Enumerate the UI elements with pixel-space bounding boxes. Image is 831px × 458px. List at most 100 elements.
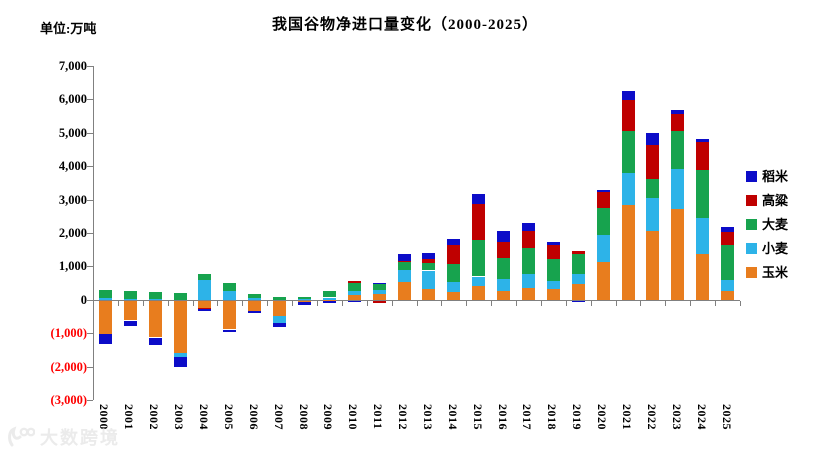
bar-segment-wheat-2022 — [646, 197, 659, 231]
legend-label: 大麦 — [762, 217, 789, 232]
bar-segment-corn-2010 — [348, 294, 361, 300]
bar-segment-rice-2024 — [696, 138, 709, 142]
bar-segment-barley-2021 — [622, 131, 635, 173]
bar-segment-rice-2000 — [99, 334, 112, 345]
y-axis-tick — [87, 233, 93, 234]
bar-segment-barley-2025 — [721, 245, 734, 280]
bar-segment-wheat-2010 — [348, 290, 361, 295]
x-axis-tick — [516, 301, 517, 306]
x-tick-label-2010: 2010 — [346, 404, 360, 430]
x-tick-label-2013: 2013 — [421, 404, 435, 430]
x-tick-label-2012: 2012 — [396, 404, 410, 430]
bar-segment-sorghum-2019 — [572, 251, 585, 254]
bar-segment-barley-2013 — [422, 262, 435, 271]
x-tick-label-2020: 2020 — [595, 404, 609, 430]
x-axis-tick — [640, 301, 641, 306]
bar-segment-corn-2000 — [99, 300, 112, 335]
bar-segment-wheat-2011 — [373, 290, 386, 294]
x-tick-label-2018: 2018 — [545, 404, 559, 430]
bar-segment-rice-2010 — [348, 300, 361, 303]
y-tick-label: 4,000 — [58, 159, 87, 173]
y-axis-tick — [87, 333, 93, 334]
x-tick-label-2025: 2025 — [720, 404, 734, 430]
x-tick-label-2022: 2022 — [645, 404, 659, 430]
bar-segment-wheat-2002 — [149, 299, 162, 301]
bar-segment-rice-2007 — [273, 322, 286, 327]
y-axis-tick — [87, 300, 93, 301]
bar-segment-rice-2006 — [248, 310, 261, 314]
bar-segment-barley-2016 — [497, 257, 510, 280]
bar-segment-sorghum-2020 — [597, 191, 610, 208]
legend-swatch-corn — [746, 267, 757, 278]
x-tick-label-2023: 2023 — [670, 404, 684, 430]
bar-segment-barley-2008 — [298, 296, 311, 300]
bar-segment-barley-2019 — [572, 253, 585, 275]
bar-segment-wheat-2004 — [198, 280, 211, 300]
watermark: 大数跨境 — [5, 424, 120, 450]
y-tick-label: 3,000 — [58, 193, 87, 207]
y-axis-tick — [87, 99, 93, 100]
bar-segment-sorghum-2022 — [646, 144, 659, 179]
bar-segment-rice-2025 — [721, 226, 734, 233]
bar-segment-wheat-2008 — [298, 299, 311, 301]
x-axis-tick — [491, 301, 492, 306]
bar-segment-barley-2006 — [248, 294, 261, 298]
bar-segment-corn-2023 — [671, 209, 684, 300]
x-tick-label-2015: 2015 — [471, 404, 485, 430]
y-axis-tick — [87, 200, 93, 201]
bar-segment-wheat-2005 — [223, 290, 236, 300]
bar-segment-rice-2012 — [398, 253, 411, 262]
bar-segment-corn-2025 — [721, 291, 734, 300]
bar-segment-barley-2018 — [547, 259, 560, 281]
x-tick-label-2004: 2004 — [197, 404, 211, 430]
bar-segment-wheat-2012 — [398, 270, 411, 283]
x-tick-label-2016: 2016 — [496, 404, 510, 430]
y-tick-label: 0 — [80, 293, 87, 307]
bar-segment-barley-2003 — [174, 292, 187, 300]
bar-segment-corn-2013 — [422, 288, 435, 300]
bar-segment-rice-2017 — [522, 222, 535, 232]
bar-segment-corn-2009 — [323, 299, 336, 301]
bar-segment-wheat-2020 — [597, 234, 610, 262]
y-tick-label: (3,000) — [50, 393, 87, 407]
bar-segment-corn-2004 — [198, 300, 211, 308]
bar-segment-barley-2017 — [522, 247, 535, 275]
bar-segment-wheat-2025 — [721, 279, 734, 292]
bar-segment-sorghum-2010 — [348, 281, 361, 283]
bar-segment-rice-2009 — [323, 300, 336, 304]
bar-segment-wheat-2021 — [622, 172, 635, 206]
bar-segment-barley-2009 — [323, 291, 336, 298]
bar-segment-rice-2020 — [597, 189, 610, 192]
x-axis-tick — [541, 301, 542, 306]
x-axis-tick — [466, 301, 467, 306]
bar-segment-sorghum-2024 — [696, 141, 709, 171]
bar-segment-rice-2001 — [124, 320, 137, 326]
bar-segment-corn-2002 — [149, 300, 162, 338]
bar-segment-rice-2008 — [298, 301, 311, 305]
bar-segment-corn-2006 — [248, 300, 261, 311]
bar-segment-rice-2005 — [223, 330, 236, 332]
bar-segment-sorghum-2015 — [472, 204, 485, 240]
bar-segment-rice-2013 — [422, 253, 435, 259]
bar-segment-barley-2010 — [348, 282, 361, 291]
legend: 稻米 高粱 大麦 小麦 玉米 — [746, 170, 788, 279]
x-axis-tick — [367, 301, 368, 306]
bar-segment-sorghum-2013 — [422, 259, 435, 263]
legend-swatch-wheat — [746, 243, 757, 254]
x-axis-tick — [665, 301, 666, 306]
x-axis-tick — [591, 301, 592, 306]
bar-segment-sorghum-2023 — [671, 113, 684, 132]
bar-segment-rice-2015 — [472, 194, 485, 205]
bar-segment-wheat-2006 — [248, 298, 261, 300]
bar-segment-corn-2014 — [447, 292, 460, 300]
bar-segment-corn-2017 — [522, 288, 535, 300]
bar-segment-rice-2011 — [373, 282, 386, 285]
bar-segment-corn-2022 — [646, 231, 659, 300]
x-tick-label-2008: 2008 — [297, 404, 311, 430]
bar-segment-rice-2022 — [646, 132, 659, 145]
bar-segment-wheat-2009 — [323, 297, 336, 300]
bar-segment-corn-2012 — [398, 282, 411, 300]
legend-swatch-rice — [746, 171, 757, 182]
legend-item-barley: 大麦 — [746, 218, 788, 231]
